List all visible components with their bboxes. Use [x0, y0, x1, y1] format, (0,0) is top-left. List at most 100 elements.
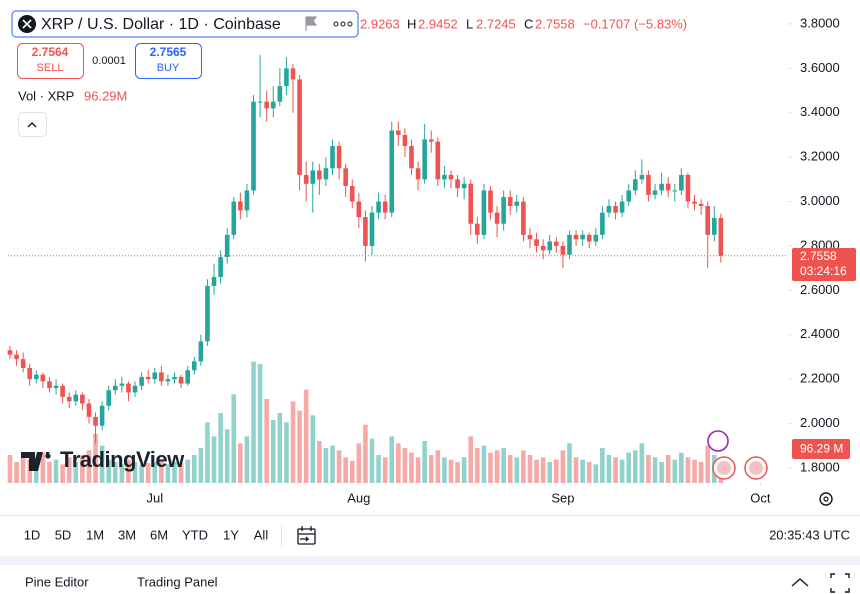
candle-body	[297, 79, 302, 175]
volume-bar	[659, 462, 664, 483]
range-button[interactable]: All	[254, 527, 269, 542]
clock: 20:35:43 UTC	[769, 527, 850, 542]
range-button[interactable]: 5D	[55, 527, 72, 542]
sell-button[interactable]	[17, 43, 84, 79]
candle-body	[415, 168, 421, 180]
x-tick-label: Aug	[347, 490, 370, 505]
candle-body	[356, 201, 362, 218]
y-tick-label: 3.6000	[800, 60, 840, 75]
volume-bar	[343, 457, 348, 483]
price-tag	[792, 248, 856, 281]
candle-body	[290, 68, 296, 80]
volume-bar	[66, 457, 72, 483]
y-tick-label: 3.2000	[800, 149, 840, 164]
panel-collapse-icon[interactable]	[791, 578, 809, 587]
date-range-icon[interactable]	[297, 526, 316, 545]
volume-bar	[573, 457, 579, 483]
candle-body	[382, 201, 388, 213]
candle-body	[47, 381, 52, 388]
volume-bar	[409, 452, 414, 483]
volume-bar	[376, 455, 381, 483]
candle-body	[27, 368, 33, 380]
panel-maximize-icon[interactable]	[830, 573, 850, 593]
watermark: TradingView	[21, 447, 186, 472]
volume-bar	[527, 455, 533, 483]
settings-icon-center	[823, 496, 829, 502]
volume-bar	[521, 450, 526, 483]
range-button[interactable]: 1M	[86, 527, 104, 542]
candle-body	[488, 190, 493, 213]
candle-body	[126, 383, 131, 393]
symbol-title: XRP / U.S. Dollar · 1D · Coinbase	[41, 16, 281, 33]
volume-bar	[145, 463, 151, 483]
candle-body	[711, 217, 717, 235]
candle-body	[165, 379, 171, 382]
volume-bar	[540, 457, 546, 483]
volume-bar	[317, 441, 322, 483]
volume-bar	[139, 464, 144, 483]
range-button[interactable]: 1Y	[223, 527, 239, 542]
volume-bar	[619, 459, 625, 483]
volume-bar	[547, 462, 553, 483]
collapse-button[interactable]	[18, 112, 47, 137]
volume-bar	[34, 464, 39, 483]
bottom-tab[interactable]: Trading Panel	[137, 574, 218, 589]
candle-body	[435, 141, 441, 180]
candle-body	[422, 139, 427, 180]
candle-body	[481, 190, 487, 235]
volume-bar	[554, 459, 559, 483]
volume-bar	[593, 464, 599, 483]
settings-icon[interactable]	[819, 492, 833, 506]
candle-body	[600, 212, 605, 235]
candle-body	[586, 234, 592, 242]
candle-body	[613, 205, 618, 213]
event-badge[interactable]	[707, 430, 729, 452]
y-tick-label: 2.4000	[800, 326, 840, 341]
flag-badges[interactable]	[712, 456, 768, 480]
range-button[interactable]: 6M	[150, 527, 168, 542]
volume-bar	[501, 448, 506, 483]
candle-body	[639, 174, 645, 180]
range-button[interactable]: 1D	[24, 527, 41, 542]
symbol-box[interactable]	[11, 10, 359, 38]
volume-bar	[705, 445, 710, 483]
bottom-panel	[0, 565, 860, 594]
candle-body	[244, 190, 250, 211]
volume-layer	[7, 361, 724, 483]
sell-label: SELL	[37, 62, 64, 74]
volume-bar	[586, 462, 592, 483]
y-tick-label: 3.0000	[800, 193, 840, 208]
watermark-text: TradingView	[60, 447, 185, 472]
candle-body	[376, 201, 381, 213]
volume-bar	[560, 450, 566, 483]
volume-bar	[632, 450, 638, 483]
bottom-tab[interactable]: Pine Editor	[25, 574, 89, 589]
volume-bar	[290, 401, 296, 483]
volume-bar	[475, 448, 480, 483]
candle-body	[34, 374, 39, 380]
volume-bar	[396, 443, 401, 483]
range-button[interactable]: YTD	[182, 527, 208, 542]
candle-body	[231, 201, 237, 235]
buy-button[interactable]	[135, 43, 202, 79]
volume-bar	[468, 436, 474, 483]
volume-bar	[218, 413, 223, 483]
candle-body	[652, 190, 658, 195]
volume-bar	[646, 455, 651, 483]
volume-bar	[330, 445, 335, 483]
volume-bar	[126, 459, 131, 483]
flag-icon[interactable]	[305, 16, 318, 31]
volume-bar	[40, 452, 46, 483]
candle-body	[112, 385, 118, 391]
more-icon[interactable]	[333, 21, 353, 27]
ohlc-low-label: L	[466, 16, 473, 31]
range-button[interactable]: 3M	[118, 527, 136, 542]
axes: 1.80002.00002.20002.40002.60002.80003.00…	[146, 15, 839, 505]
candle-body	[264, 101, 269, 109]
volume-bar	[435, 450, 441, 483]
volume-bar	[198, 448, 204, 483]
candle-body	[284, 68, 289, 87]
volume-bar	[132, 462, 138, 483]
volume-bar	[165, 464, 171, 483]
